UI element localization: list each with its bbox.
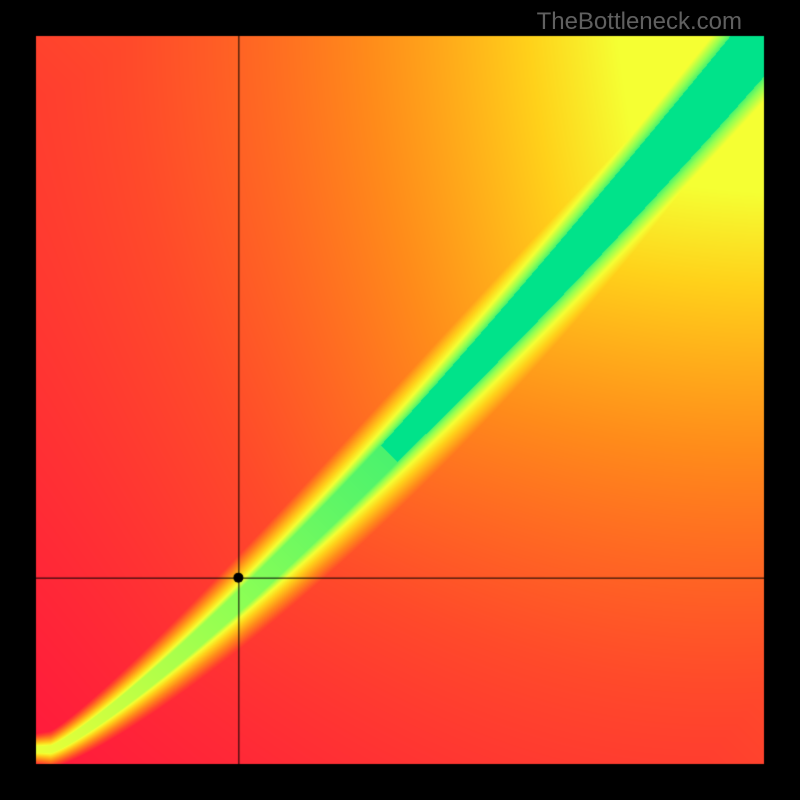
chart-container: { "watermark": { "text": "TheBottleneck.… <box>0 0 800 800</box>
bottleneck-heatmap <box>0 0 800 800</box>
watermark-text: TheBottleneck.com <box>537 8 742 36</box>
